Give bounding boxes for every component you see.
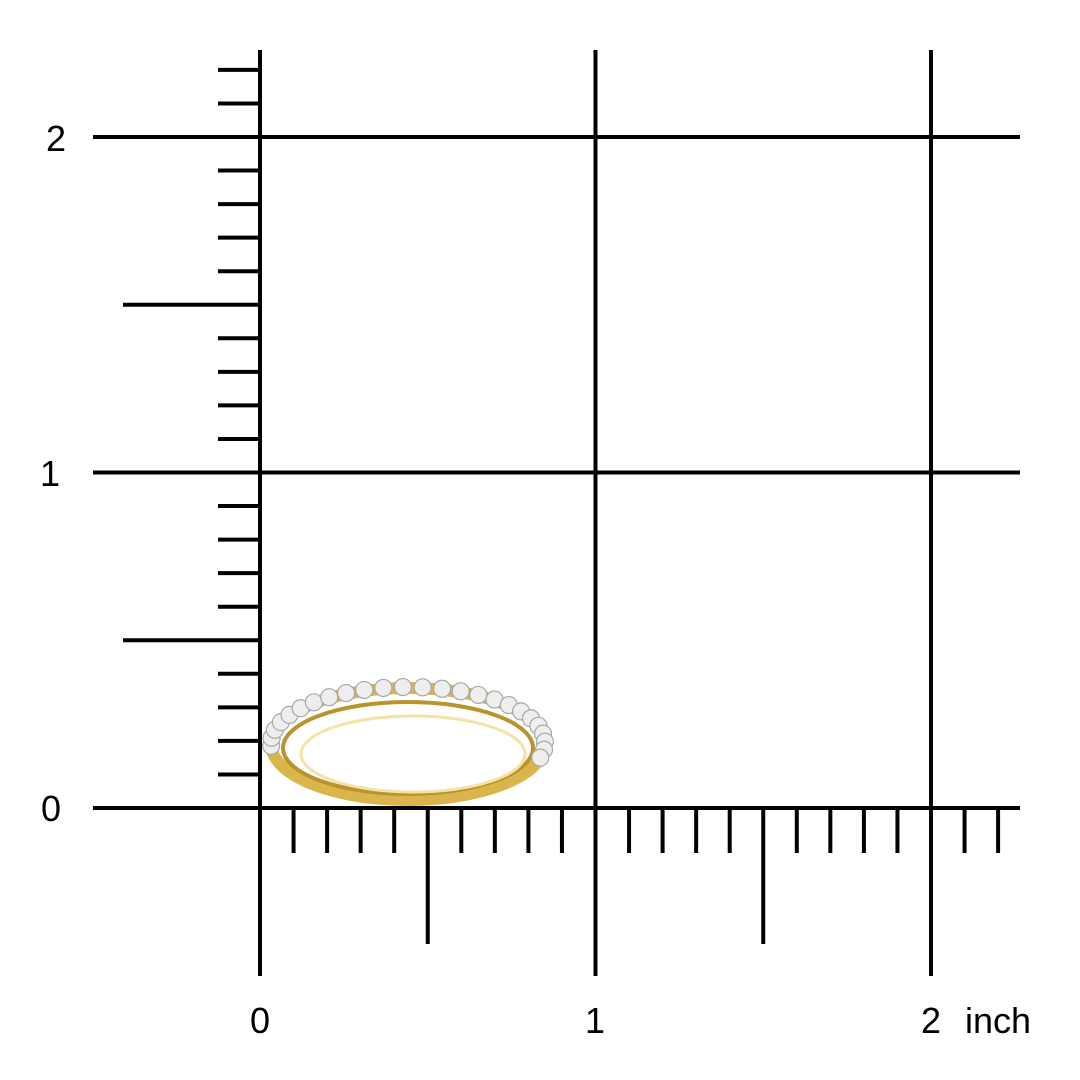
- x-unit-label: inch: [965, 1000, 1032, 1041]
- y-label-2: 2: [46, 118, 67, 159]
- diamond: [451, 682, 470, 701]
- diamond: [374, 678, 393, 698]
- diamond: [432, 679, 452, 698]
- diamond: [531, 748, 550, 767]
- diamond: [336, 683, 356, 703]
- x-label-1: 1: [585, 1000, 606, 1041]
- diamond: [393, 677, 413, 697]
- y-label-0: 0: [41, 788, 62, 829]
- diamond: [355, 680, 374, 700]
- diamond: [304, 693, 324, 712]
- diamond: [469, 685, 488, 705]
- diamond: [320, 688, 339, 707]
- x-label-2: 2: [921, 1000, 942, 1041]
- x-label-0: 0: [250, 1000, 271, 1041]
- y-label-1: 1: [40, 453, 61, 494]
- ring-highlight: [299, 714, 527, 794]
- ring-inner-edge: [281, 700, 535, 796]
- diamond: [413, 678, 432, 697]
